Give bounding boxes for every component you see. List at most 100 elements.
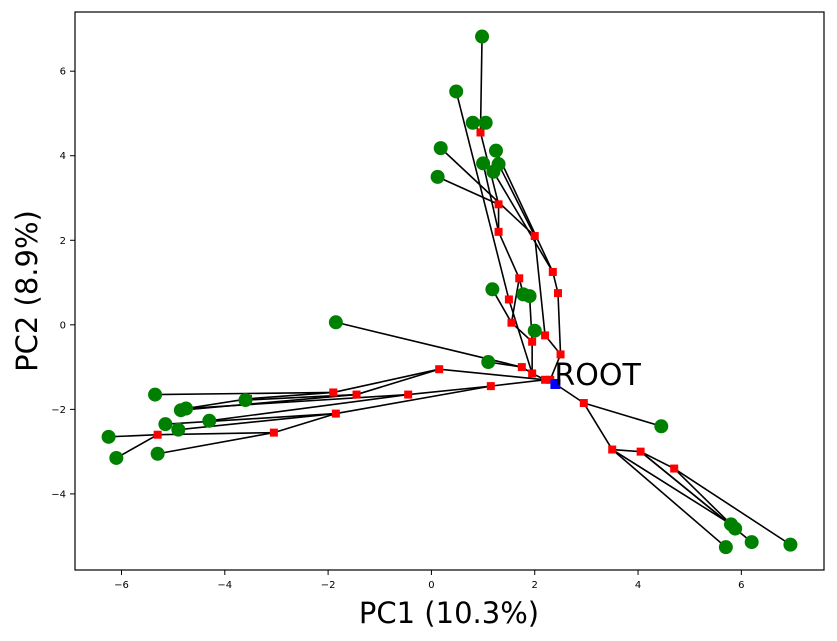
internal-node-marker (435, 365, 444, 374)
tree-edge (333, 368, 440, 394)
leaf-node-marker (202, 413, 217, 428)
tree-edge (440, 147, 536, 237)
tree-edge (185, 398, 249, 410)
internal-node-marker (528, 337, 537, 346)
x-tick-label: 4 (635, 580, 641, 591)
leaf-node-marker (475, 29, 490, 44)
leaf-node-marker (328, 315, 343, 330)
tree-edge (408, 385, 491, 396)
internal-node-marker (579, 399, 588, 408)
internal-node-marker (636, 447, 645, 456)
x-tick-label: −2 (321, 580, 336, 591)
y-tick-label: 2 (60, 236, 66, 247)
internal-node-marker (608, 445, 617, 454)
y-tick-label: 0 (60, 320, 66, 331)
leaf-node-marker (109, 450, 124, 465)
internal-node-marker (548, 267, 557, 276)
tree-edge (533, 235, 546, 336)
x-tick-label: −6 (114, 580, 129, 591)
internal-node-marker (546, 375, 555, 384)
tree-edge (492, 171, 554, 273)
plot-frame (74, 11, 825, 571)
tree-edge (508, 299, 533, 374)
tree-edge (583, 402, 613, 450)
leaf-node-marker (150, 446, 165, 461)
internal-node-marker (515, 274, 524, 283)
root-annotation: ROOT (554, 358, 641, 393)
y-tick-label: 6 (60, 67, 66, 78)
tree-edge (557, 293, 562, 355)
leaf-node-marker (486, 164, 501, 179)
leaf-node-marker (433, 141, 448, 156)
leaf-node-marker (527, 323, 542, 338)
tree-edge (186, 393, 409, 410)
internal-node-marker (556, 350, 565, 359)
tree-edge (490, 378, 546, 387)
internal-node-marker (494, 227, 503, 236)
internal-node-marker (486, 382, 495, 391)
y-tick-label: 4 (60, 151, 66, 162)
tree-edge (247, 391, 334, 400)
tree-edge (497, 163, 536, 237)
leaf-node-marker (783, 537, 798, 552)
leaf-node-marker (148, 387, 163, 402)
tree-edge (437, 176, 499, 206)
leaf-node-marker (171, 422, 186, 437)
tree-edge (549, 354, 562, 381)
internal-node-marker (269, 428, 278, 437)
tree-edge (209, 393, 409, 422)
tree-edge (108, 433, 158, 438)
leaf-node-marker (430, 169, 445, 184)
tree-edge (455, 91, 510, 300)
leaf-node-marker (728, 521, 743, 536)
internal-node-marker (541, 331, 550, 340)
tree-edge (439, 368, 546, 381)
leaf-node-marker (481, 355, 496, 370)
x-tick-label: 0 (428, 580, 434, 591)
tree-edge (640, 450, 675, 470)
leaf-node-marker (465, 115, 480, 130)
tree-edge (115, 434, 159, 459)
leaf-node-marker (718, 540, 733, 555)
y-tick-label: −4 (51, 489, 66, 500)
tree-edge (178, 412, 336, 431)
tree-edge (510, 278, 521, 323)
internal-node-marker (331, 409, 340, 418)
x-tick-label: −4 (217, 580, 232, 591)
internal-node-marker (507, 318, 516, 327)
internal-node-marker (476, 128, 485, 137)
x-axis-label: PC1 (10.3%) (359, 596, 539, 630)
tree-edge (479, 36, 483, 133)
leaf-node-marker (476, 156, 491, 171)
x-tick-label: 6 (738, 580, 744, 591)
leaf-node-marker (449, 84, 464, 99)
x-tick-label: 2 (532, 580, 538, 591)
leaf-node-marker (101, 429, 116, 444)
tree-edge (157, 431, 275, 455)
internal-node-marker (329, 388, 338, 397)
tree-edge (673, 467, 791, 546)
tree-edge (612, 448, 641, 453)
root-node-group: ROOT (550, 358, 641, 393)
tree-edge (273, 412, 337, 434)
x-axis-ticks: −6 −4 −2 0 2 4 6 (114, 570, 745, 591)
internal-node-marker (530, 232, 539, 241)
internal-nodes (153, 128, 679, 473)
leaf-node-marker (485, 282, 500, 297)
tree-edge (335, 385, 491, 415)
tree-edge (482, 163, 500, 232)
internal-node-marker (404, 390, 413, 399)
tree-edge (673, 467, 732, 525)
leaf-node-marker (522, 289, 537, 304)
tree-edge (497, 231, 520, 279)
leaf-nodes (101, 29, 798, 555)
internal-node-marker (528, 369, 537, 378)
y-tick-label: −2 (51, 405, 66, 416)
tree-edge (356, 368, 440, 396)
leaf-node-marker (238, 393, 253, 408)
internal-node-marker (352, 390, 361, 399)
leaf-node-marker (744, 535, 759, 550)
leaf-node-marker (488, 143, 503, 158)
